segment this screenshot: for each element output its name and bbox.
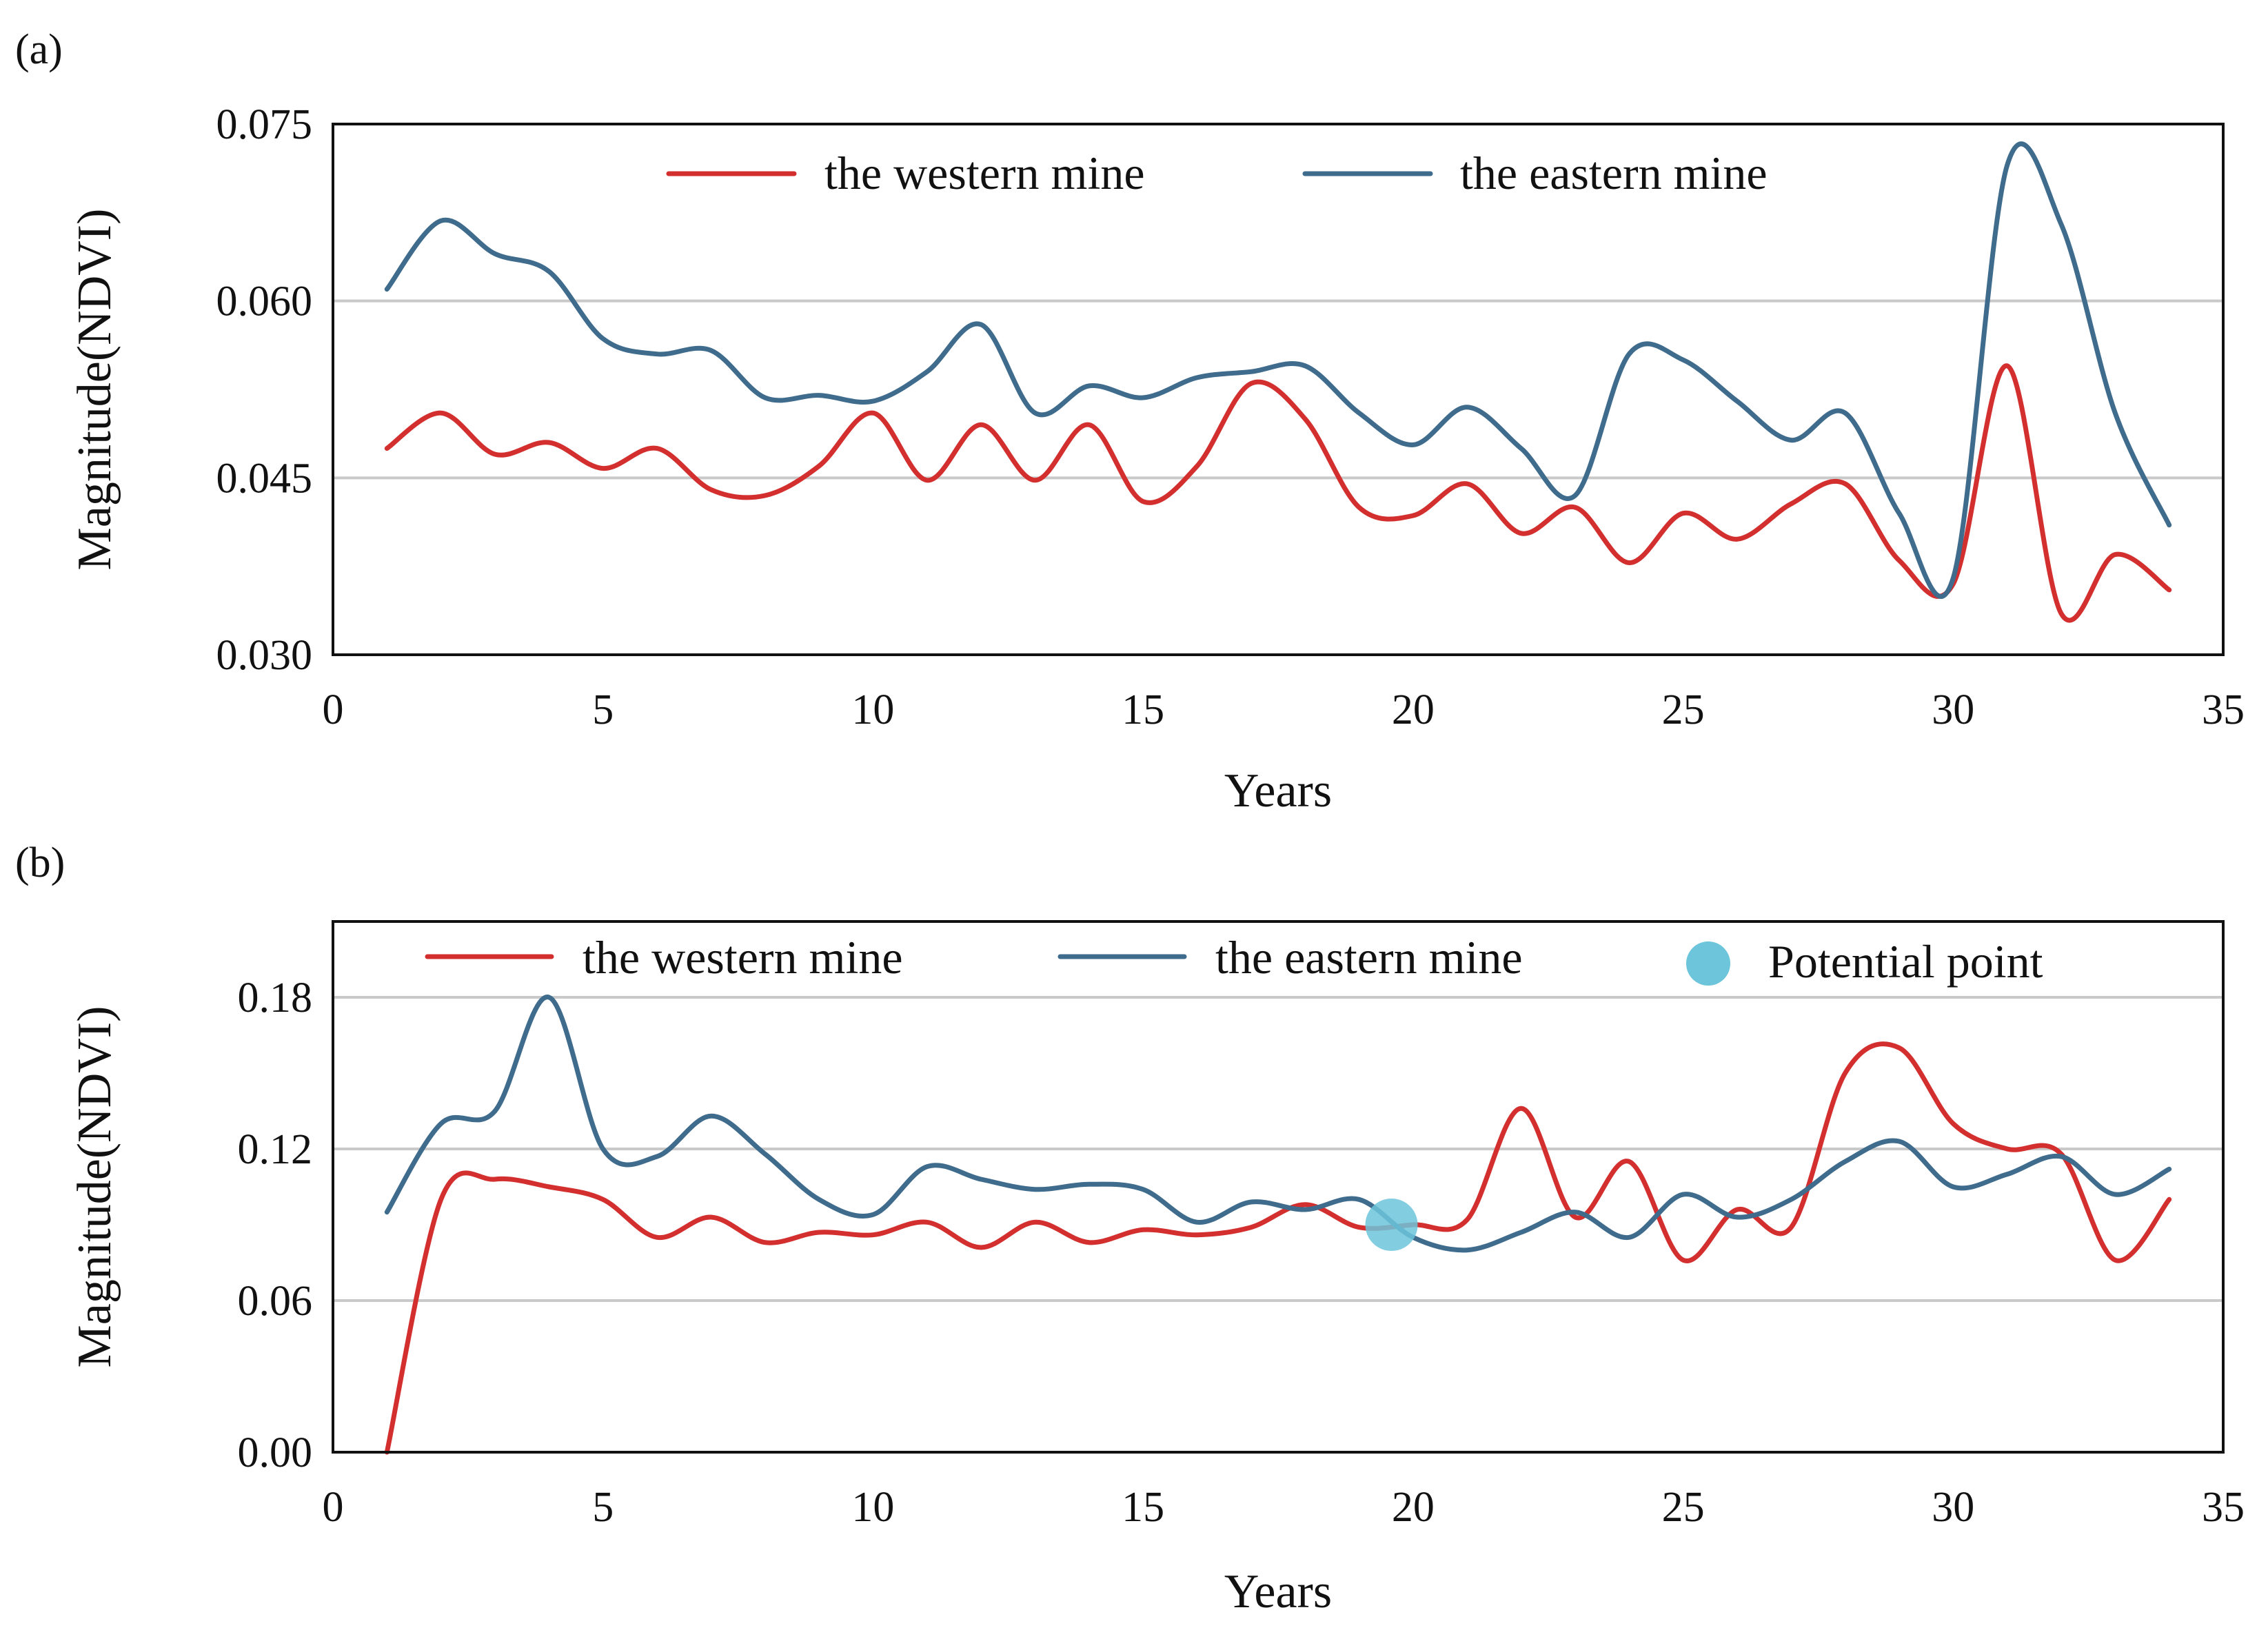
y-tick-label-a-3: 0.075 bbox=[216, 101, 313, 148]
series-line-eastern-b bbox=[384, 995, 2172, 1253]
x-tick-label-b-6: 30 bbox=[1932, 1484, 1974, 1531]
x-tick-label-b-0: 0 bbox=[323, 1484, 344, 1531]
series-line-western-a bbox=[384, 363, 2172, 623]
legend-western-label: the western mine bbox=[583, 931, 903, 984]
x-tick-label-b-7: 35 bbox=[2202, 1484, 2245, 1531]
series-line-eastern-a bbox=[384, 141, 2172, 599]
legend-western-label: the western mine bbox=[824, 147, 1145, 199]
x-tick-label-a-1: 5 bbox=[592, 686, 614, 733]
y-tick-label-a-1: 0.045 bbox=[216, 455, 313, 502]
legend-eastern-label: the eastern mine bbox=[1460, 147, 1768, 199]
y-tick-label-b-2: 0.12 bbox=[238, 1126, 313, 1173]
x-axis-title-a: Years bbox=[1224, 764, 1332, 817]
x-tick-label-b-4: 20 bbox=[1392, 1484, 1435, 1531]
series-line-western-b bbox=[384, 1041, 2172, 1455]
panel-a-label: (a) bbox=[15, 26, 63, 73]
x-tick-label-b-5: 25 bbox=[1662, 1484, 1705, 1531]
x-tick-label-a-3: 15 bbox=[1122, 686, 1164, 733]
plot-frame-b bbox=[332, 920, 2225, 1454]
y-tick-label-b-3: 0.18 bbox=[238, 975, 313, 1021]
y-tick-label-a-0: 0.030 bbox=[216, 632, 313, 679]
legend-potential-marker bbox=[1686, 941, 1730, 986]
x-tick-label-a-6: 30 bbox=[1932, 686, 1974, 733]
panel-b: (b) 0 5 10 15 20 25 30 35 0.00 0.06 0.12 0.18 Years… bbox=[15, 839, 2245, 1618]
x-tick-label-a-5: 25 bbox=[1662, 686, 1705, 733]
y-tick-label-b-1: 0.06 bbox=[238, 1278, 313, 1325]
legend-eastern-label: the eastern mine bbox=[1215, 931, 1523, 984]
legend-a: the western mine the eastern mine bbox=[666, 147, 1768, 199]
panel-b-label: (b) bbox=[15, 839, 65, 886]
panel-a: (a) 0 5 10 15 20 25 30 35 0.030 0.045 0.060 0.075 Y… bbox=[15, 26, 2245, 817]
x-tick-label-a-2: 10 bbox=[851, 686, 894, 733]
y-axis-title-b: Magnitude(NDVI) bbox=[68, 1006, 121, 1368]
x-tick-label-a-7: 35 bbox=[2202, 686, 2245, 733]
plot-frame-a bbox=[332, 123, 2225, 656]
y-tick-label-a-2: 0.060 bbox=[216, 278, 313, 325]
y-tick-label-b-0: 0.00 bbox=[238, 1429, 313, 1476]
x-tick-label-a-0: 0 bbox=[323, 686, 344, 733]
x-axis-title-b: Years bbox=[1224, 1565, 1332, 1618]
x-tick-label-b-2: 10 bbox=[851, 1484, 894, 1531]
legend-potential-label: Potential point bbox=[1768, 935, 2043, 988]
potential-point-marker bbox=[1365, 1199, 1418, 1251]
x-tick-label-b-1: 5 bbox=[592, 1484, 614, 1531]
x-tick-label-b-3: 15 bbox=[1122, 1484, 1164, 1531]
legend-b: the western mine the eastern mine Potent… bbox=[425, 931, 2043, 988]
x-tick-label-a-4: 20 bbox=[1392, 686, 1435, 733]
y-axis-title-a: Magnitude(NDVI) bbox=[68, 209, 121, 571]
